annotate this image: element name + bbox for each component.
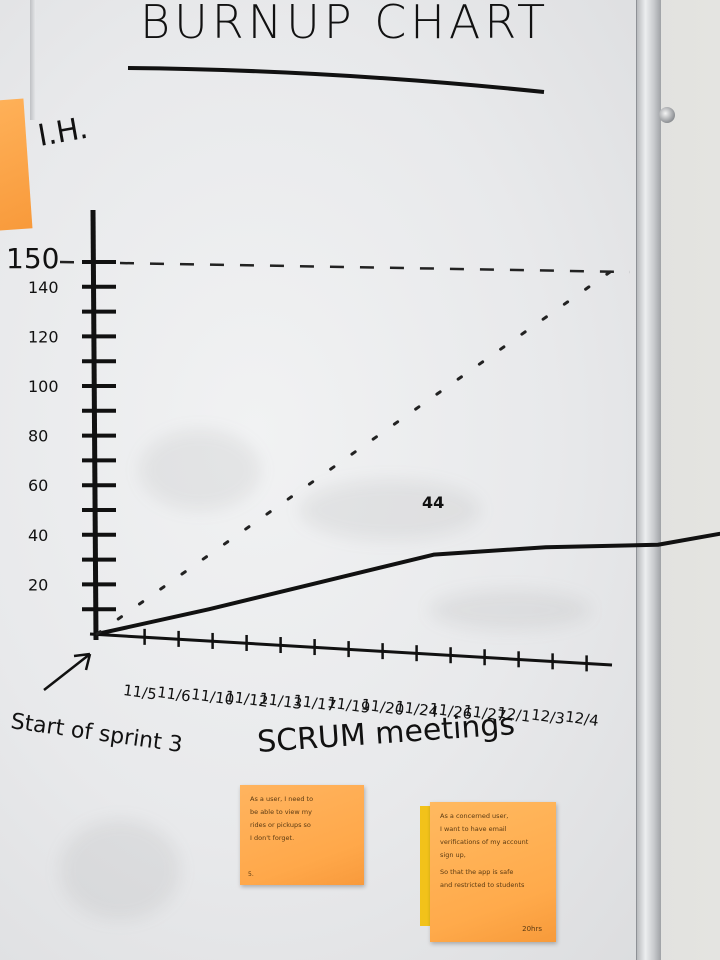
y-tick-label: 40 — [28, 526, 48, 545]
x-tick-label: 11/24 — [394, 697, 439, 721]
sticky-2-line-6: and restricted to students — [440, 881, 525, 889]
x-tick-label: 11/19 — [326, 693, 371, 717]
ideal-line — [95, 270, 612, 636]
x-tick-label: 11/6 — [156, 683, 192, 706]
x-ticks: 11/511/611/1011/1211/1311/1711/1911/2011… — [122, 628, 600, 731]
sticky-1-line-4: I don't forget. — [250, 834, 295, 842]
arrow-icon — [43, 652, 92, 691]
y-axis-label: I.H. — [35, 111, 90, 154]
sticky-2-line-4: sign up, — [440, 851, 466, 859]
y-tick-label: 60 — [28, 476, 48, 495]
board-frame-left — [30, 0, 36, 120]
sticky-2-footer: 20hrs — [522, 925, 542, 933]
sticky-1-line-1: As a user, I need to — [250, 795, 314, 803]
x-tick-label: 11/26 — [428, 699, 473, 723]
sticky-1-footer: 5. — [248, 871, 254, 878]
sticky-2-line-3: verifications of my account — [440, 838, 529, 846]
x-axis — [89, 632, 613, 667]
data-point — [656, 543, 660, 547]
sprint-annotation: Start of sprint 3 — [9, 709, 184, 758]
sticky-2-line-1: As a concerned user, — [440, 812, 509, 820]
chart-title: BURNUP CHART — [140, 0, 549, 49]
y-tick-label: 80 — [28, 427, 48, 446]
whiteboard — [0, 0, 640, 960]
sticky-2-line-2: I want to have email — [440, 825, 507, 833]
x-tick-label: 12/3 — [530, 705, 566, 728]
board-frame — [636, 0, 661, 960]
x-tick-label: 11/10 — [190, 685, 235, 709]
sticky-note-story-1: As a user, I need to be able to view my … — [240, 785, 364, 885]
data-point — [432, 553, 436, 557]
y-ticks: 20 40 60 80 100 120 140 150 — [6, 242, 116, 612]
y-tick-label: 120 — [28, 327, 59, 346]
scope-line — [59, 260, 631, 274]
x-tick-label: 12/4 — [564, 708, 600, 731]
x-tick-label: 11/12 — [224, 687, 269, 711]
y-tick-label: 100 — [28, 377, 59, 396]
actual-line — [96, 531, 720, 636]
x-tick-label: 11/17 — [292, 691, 337, 715]
data-point — [207, 607, 211, 611]
end-label: 44 — [422, 493, 444, 512]
data-point — [544, 545, 548, 549]
x-tick-label: 11/27 — [462, 701, 507, 725]
y-tick-label: 20 — [28, 575, 48, 594]
sticky-2-line-5: So that the app is safe — [440, 868, 514, 876]
x-tick-label: 11/13 — [258, 689, 303, 713]
data-point — [319, 580, 323, 584]
x-tick-label: 11/20 — [360, 695, 405, 719]
y-tick-label: 140 — [28, 278, 59, 297]
y-tick-label: 150 — [6, 242, 59, 275]
x-tick-label: 12/1 — [496, 703, 532, 726]
sticky-1-line-2: be able to view my — [250, 808, 312, 816]
y-axis — [90, 209, 99, 641]
title-underline — [127, 66, 545, 94]
sticky-note-story-2: As a concerned user, I want to have emai… — [430, 802, 556, 942]
x-axis-label: SCRUM meetings — [256, 707, 516, 760]
sticky-1-line-3: rides or pickups so — [250, 821, 311, 829]
screw-icon — [659, 107, 675, 123]
x-tick-label: 11/5 — [122, 681, 158, 704]
